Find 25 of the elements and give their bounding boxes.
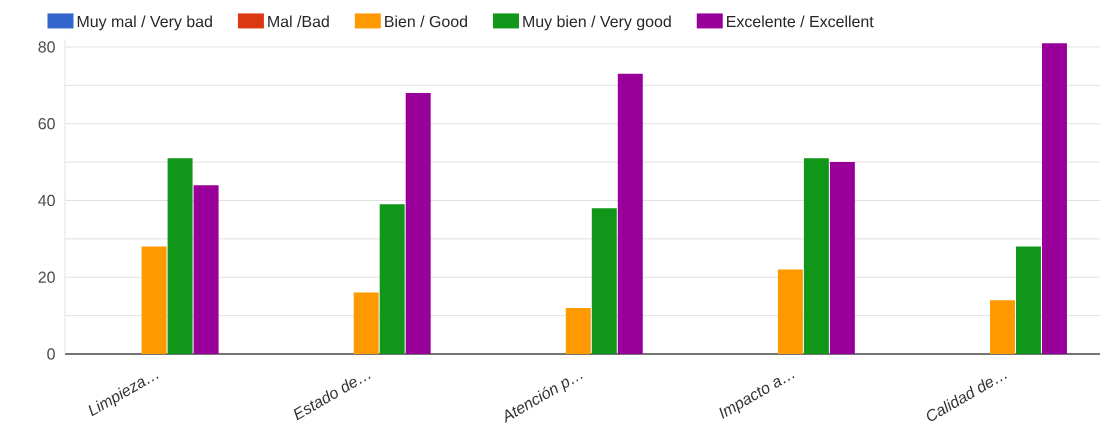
bar (591, 208, 617, 354)
legend-label: Muy mal / Very bad (77, 15, 212, 31)
bar (405, 93, 431, 354)
y-tick-label: 40 (38, 194, 55, 207)
bar (803, 158, 829, 354)
legend-label: Bien / Good (385, 15, 467, 28)
bar (829, 162, 855, 354)
bar (1016, 246, 1041, 354)
y-tick-label: 20 (38, 271, 55, 283)
y-tick-label: 60 (38, 118, 55, 130)
bar (777, 269, 803, 354)
y-tick-label: 0 (47, 348, 55, 360)
bar (617, 73, 643, 354)
y-tick-label: 80 (38, 41, 55, 53)
legend-label: Excelente / Excellent (727, 15, 874, 28)
bar (141, 246, 167, 354)
bar (353, 292, 379, 354)
legend-label: Mal /Bad (268, 15, 329, 28)
bar (565, 307, 591, 354)
bar (193, 185, 219, 354)
legend-label: Muy bien / Very good (523, 15, 671, 31)
bar (989, 300, 1015, 354)
bar (1041, 43, 1067, 354)
bar (379, 204, 405, 354)
bar (167, 158, 193, 354)
